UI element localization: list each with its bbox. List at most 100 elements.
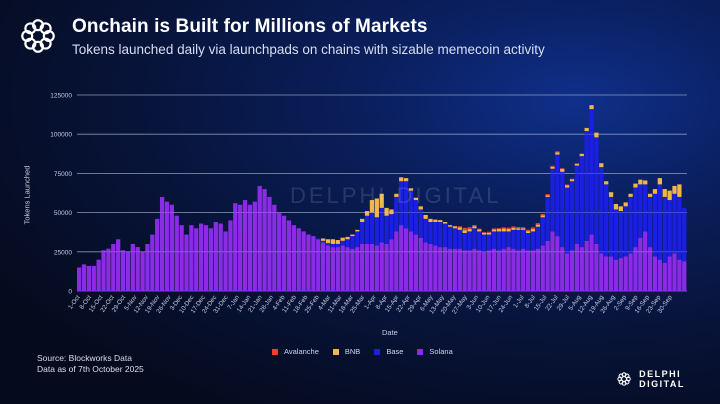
bar-bnb <box>652 189 658 194</box>
y-tick-label: 25000 <box>54 249 72 256</box>
bar-base <box>428 222 433 244</box>
bar-base <box>491 231 497 249</box>
bar-base <box>316 238 321 240</box>
bar-base <box>643 184 648 232</box>
bar-bnb <box>467 229 472 232</box>
y-tick-label: 125000 <box>50 93 72 100</box>
bar-bnb <box>545 195 550 197</box>
bar-bnb <box>413 197 418 201</box>
bar-solana <box>350 248 355 291</box>
bar-solana <box>111 243 116 291</box>
bar-solana <box>345 247 350 291</box>
bar-bnb <box>555 152 560 155</box>
bar-base <box>330 243 336 248</box>
bar-solana <box>525 250 531 291</box>
bar-bnb <box>350 234 355 237</box>
bar-base <box>379 207 384 243</box>
bar-solana <box>325 245 331 291</box>
bar-solana <box>355 247 360 291</box>
bar-bnb <box>506 229 511 232</box>
bar-base <box>565 187 570 254</box>
bar-solana <box>555 236 560 291</box>
bar-base <box>589 109 594 235</box>
bar-solana <box>130 243 135 291</box>
bar-bnb <box>408 188 414 191</box>
bar-avalanche <box>521 227 526 229</box>
y-tick-label: 50000 <box>54 210 72 217</box>
bar-solana <box>628 253 633 291</box>
bar-solana <box>81 264 87 291</box>
bar-solana <box>418 237 423 291</box>
bar-bnb <box>496 229 501 232</box>
bar-solana <box>633 247 638 291</box>
bar-solana <box>296 228 301 291</box>
bar-bnb <box>325 239 331 244</box>
bar-solana <box>203 225 209 291</box>
legend-item-base: Base <box>374 347 403 356</box>
bar-bnb <box>604 181 609 185</box>
y-tick-label: 100000 <box>50 132 72 139</box>
y-axis-label: Tokens Launched <box>22 165 32 225</box>
bar-bnb <box>374 198 379 218</box>
bar-solana <box>408 231 414 291</box>
bar-solana <box>247 204 253 291</box>
brand-name: DELPHI DIGITAL <box>639 369 685 389</box>
bar-base <box>677 196 682 260</box>
bar-bnb <box>599 163 604 168</box>
bar-solana <box>662 262 667 291</box>
bar-base <box>506 231 511 248</box>
bar-base <box>633 187 638 248</box>
bar-solana <box>672 253 677 291</box>
bar-solana <box>291 225 296 291</box>
bar-base <box>418 209 423 238</box>
bar-solana <box>374 245 379 291</box>
bar-solana <box>286 220 292 291</box>
bar-solana <box>535 248 540 291</box>
bar-bnb <box>657 178 662 185</box>
bar-bnb <box>364 211 370 216</box>
bar-solana <box>262 189 267 291</box>
x-axis-label: Date <box>382 328 398 337</box>
bar-bnb <box>643 180 648 185</box>
bar-base <box>579 156 584 248</box>
bar-solana <box>438 247 443 291</box>
bar-solana <box>330 247 336 291</box>
bar-avalanche <box>530 227 536 230</box>
bar-base <box>369 212 375 244</box>
bar-base <box>350 236 355 249</box>
bar-bnb <box>628 193 633 197</box>
bar-solana <box>457 248 462 291</box>
bar-base <box>501 231 506 249</box>
bar-base <box>438 222 443 248</box>
bar-solana <box>565 253 570 291</box>
bar-solana <box>530 250 536 291</box>
bar-bnb <box>330 239 336 244</box>
bar-avalanche <box>482 232 487 233</box>
bar-avalanche <box>565 184 570 186</box>
bar-avalanche <box>535 223 540 225</box>
page-subtitle: Tokens launched daily via launchpads on … <box>72 42 545 57</box>
bar-bnb <box>565 185 570 188</box>
bar-solana <box>125 251 131 291</box>
bar-solana <box>643 231 648 291</box>
bar-bnb <box>560 169 565 172</box>
bar-base <box>594 137 599 244</box>
bar-solana <box>608 256 614 291</box>
bar-bnb <box>379 193 384 208</box>
bar-solana <box>472 248 477 291</box>
bar-base <box>604 184 609 257</box>
bar-bnb <box>623 202 628 207</box>
bar-base <box>584 131 589 241</box>
bar-base <box>433 222 438 246</box>
bar-base <box>555 154 560 237</box>
bar-solana <box>257 185 262 291</box>
bar-solana <box>657 259 662 291</box>
bar-bnb <box>569 179 575 182</box>
bar-avalanche <box>555 151 560 153</box>
legend: Avalanche BNB Base Solana <box>272 347 453 356</box>
bar-solana <box>364 243 370 291</box>
bar-avalanche <box>550 165 555 167</box>
bar-avalanche <box>462 227 467 231</box>
bar-base <box>535 226 540 249</box>
bar-bnb <box>482 232 487 235</box>
